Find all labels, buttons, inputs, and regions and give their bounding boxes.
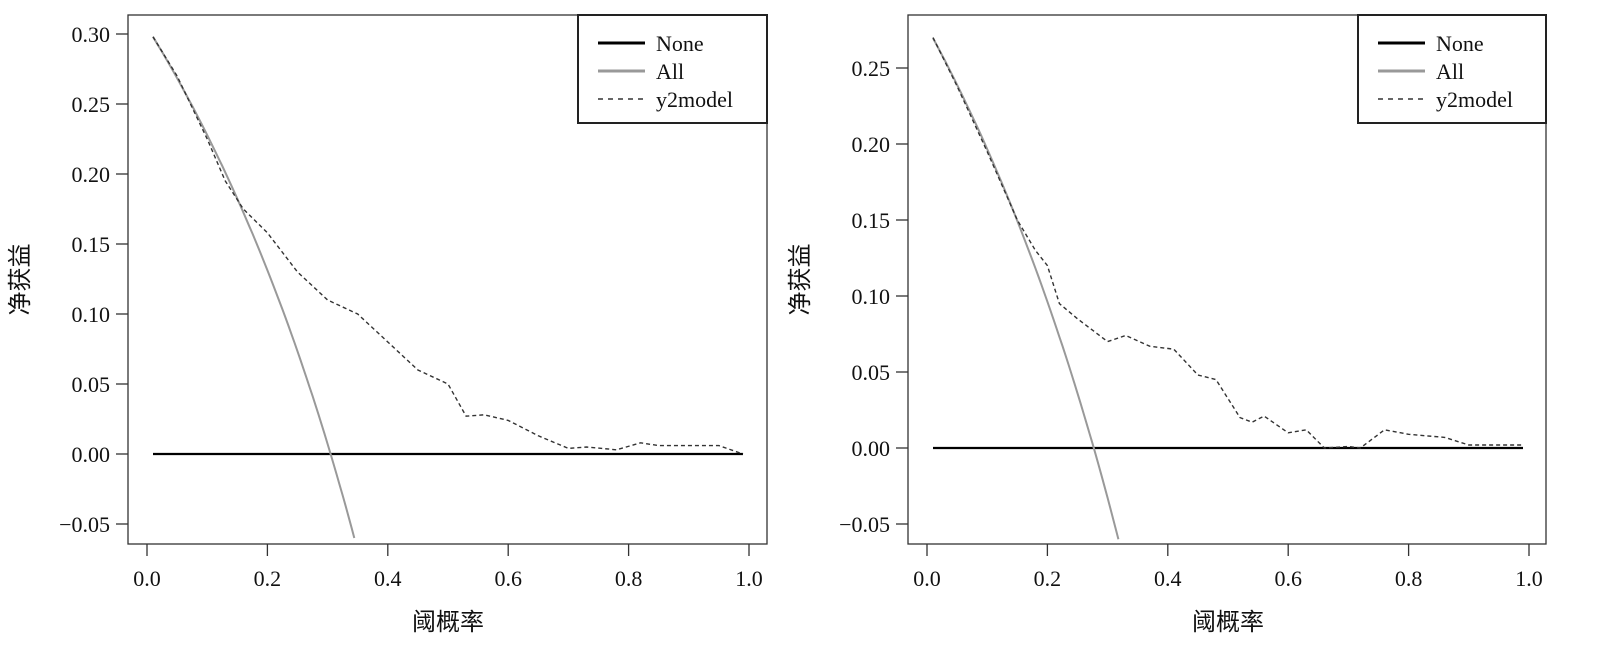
x-tick-label: 0.6 (494, 566, 522, 591)
x-tick-label: 0.0 (913, 566, 941, 591)
y-tick-label: 0.25 (72, 92, 111, 117)
x-axis-label: 阈概率 (1192, 609, 1264, 636)
x-tick-label: 1.0 (1515, 566, 1543, 591)
x-tick-label: 0.8 (615, 566, 643, 591)
x-tick-label: 0.0 (133, 566, 161, 591)
y-tick-label: 0.00 (72, 442, 111, 467)
y-tick-label: 0.10 (852, 284, 891, 309)
series-group (932, 37, 1523, 540)
legend-label-y2model: y2model (656, 87, 733, 112)
series-group (152, 36, 744, 539)
y-tick-label: 0.25 (852, 56, 891, 81)
y-axis-label: 净获益 (787, 244, 814, 316)
y-tick-label: −0.05 (59, 512, 110, 537)
y-tick-label: 0.10 (72, 302, 111, 327)
plot-frame (127, 14, 768, 545)
y-tick-label: 0.20 (852, 132, 891, 157)
series-line-all (152, 36, 356, 539)
chart-panel-2: 0.0 0.2 0.4 0.6 0.8 1.0 −0.05 0.00 0.05 0.10 0.15 0… (787, 14, 1547, 636)
y-tick-label: 0.00 (852, 436, 891, 461)
legend-label-y2model: y2model (1436, 87, 1513, 112)
series-line-all (932, 37, 1120, 540)
y-tick-label: 0.15 (852, 208, 891, 233)
legend: None All y2model (577, 14, 768, 124)
x-tick-label: 1.0 (735, 566, 763, 591)
y-tick-label: 0.05 (852, 360, 891, 385)
chart-panel-1: 0.0 0.2 0.4 0.6 0.8 1.0 −0.05 0.00 0.05 0.10 0.15 0… (7, 14, 768, 636)
legend-label-all: All (656, 59, 684, 84)
y-tick-label: 0.05 (72, 372, 111, 397)
y-tick-label: 0.30 (72, 22, 111, 47)
y-tick-label: 0.20 (72, 162, 111, 187)
series-line-y2model (152, 36, 744, 455)
plot-frame (907, 14, 1547, 545)
y-axis-label: 净获益 (7, 244, 34, 316)
legend-box (1357, 14, 1547, 124)
legend-label-none: None (656, 31, 704, 56)
x-axis-label: 阈概率 (412, 609, 484, 636)
x-tick-label: 0.2 (1034, 566, 1062, 591)
legend-label-all: All (1436, 59, 1464, 84)
series-line-y2model (932, 37, 1523, 449)
legend-label-none: None (1436, 31, 1484, 56)
x-tick-label: 0.8 (1395, 566, 1423, 591)
x-tick-label: 0.4 (374, 566, 402, 591)
x-tick-label: 0.6 (1274, 566, 1302, 591)
x-tick-label: 0.2 (254, 566, 282, 591)
x-tick-label: 0.4 (1154, 566, 1182, 591)
y-tick-label: 0.15 (72, 232, 111, 257)
y-tick-label: −0.05 (839, 512, 890, 537)
legend-box (577, 14, 768, 124)
legend: None All y2model (1357, 14, 1547, 124)
